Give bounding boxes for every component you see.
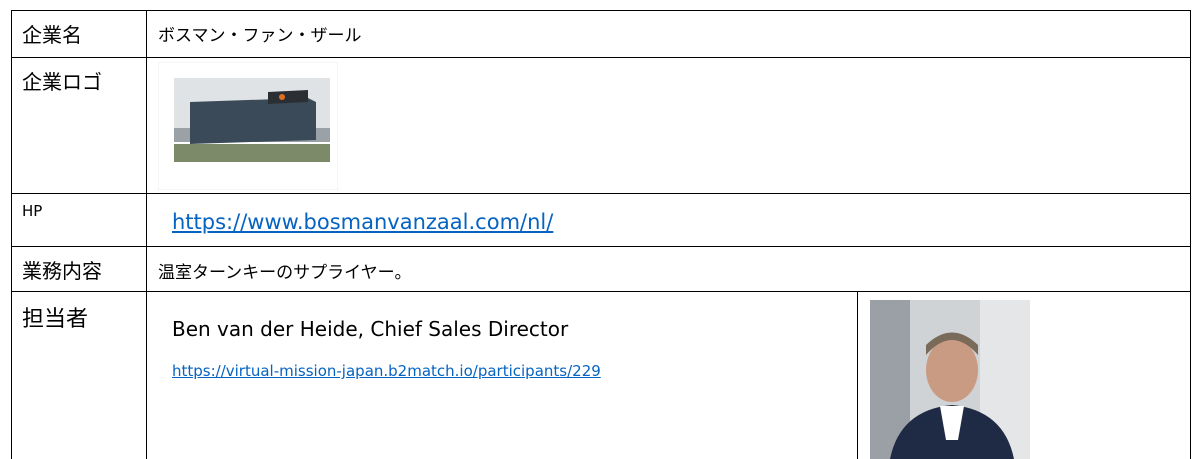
rule xyxy=(1190,10,1191,459)
rule xyxy=(11,10,1191,11)
rule xyxy=(11,291,1191,292)
rule xyxy=(11,10,12,459)
label: 企業ロゴ xyxy=(22,70,102,94)
contact-photo xyxy=(870,300,1030,459)
label: 担当者 xyxy=(22,307,89,332)
company-name: ボスマン・ファン・ザール xyxy=(158,26,362,46)
label: 企業名 xyxy=(22,23,82,47)
rule xyxy=(11,57,1191,58)
company-logo xyxy=(158,62,338,190)
homepage-link[interactable]: https://www.bosmanvanzaal.com/nl/ xyxy=(172,210,554,234)
label: 業務内容 xyxy=(22,259,102,283)
contact-link[interactable]: https://virtual-mission-japan.b2match.io… xyxy=(172,362,601,380)
rule xyxy=(11,193,1191,194)
business: 温室ターンキーのサプライヤー。 xyxy=(158,263,412,283)
label: HP xyxy=(22,202,43,220)
rule xyxy=(146,10,147,459)
contact-name: Ben van der Heide, Chief Sales Director xyxy=(172,317,569,341)
rule xyxy=(11,246,1191,247)
rule xyxy=(857,291,858,459)
